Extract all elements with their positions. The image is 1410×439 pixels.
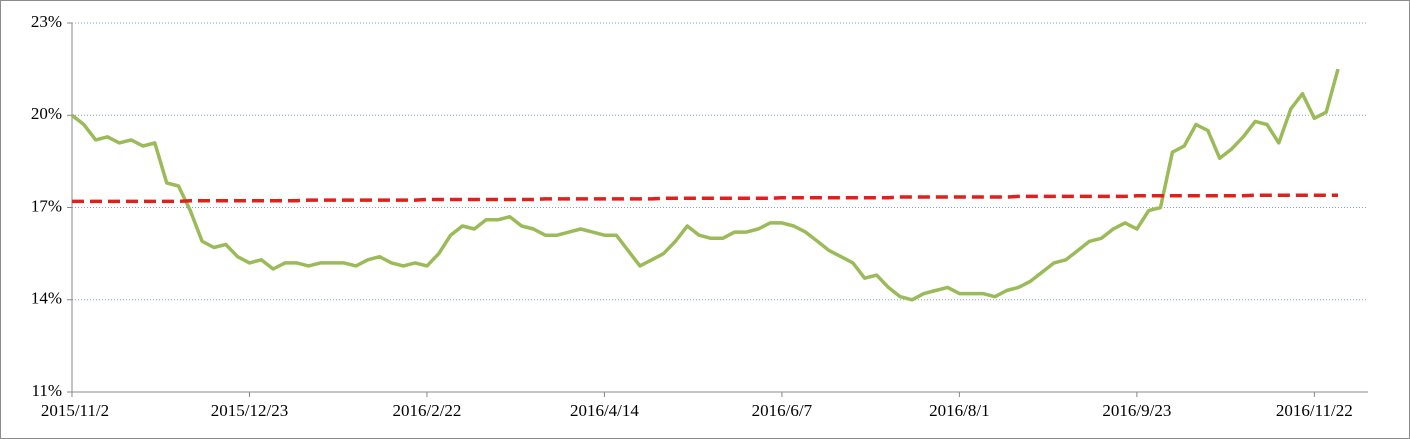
x-tick-label: 2016/6/7	[752, 401, 813, 420]
y-tick-label: 23%	[31, 12, 62, 31]
y-tick-label: 11%	[31, 381, 62, 400]
x-tick-label: 2015/11/2	[41, 401, 109, 420]
y-tick-label: 17%	[31, 196, 62, 215]
y-tick-label: 20%	[31, 104, 62, 123]
data-line	[70, 68, 1340, 302]
x-tick-label: 2016/8/1	[929, 401, 989, 420]
x-tick-label: 2016/2/22	[392, 401, 461, 420]
x-tick-label: 2016/9/23	[1102, 401, 1171, 420]
x-tick-label: 2016/11/22	[1276, 401, 1353, 420]
x-tick-label: 2015/12/23	[211, 401, 288, 420]
trend-line	[72, 193, 1338, 204]
x-tick-label: 2016/4/14	[570, 401, 639, 420]
y-tick-label: 14%	[31, 289, 62, 308]
